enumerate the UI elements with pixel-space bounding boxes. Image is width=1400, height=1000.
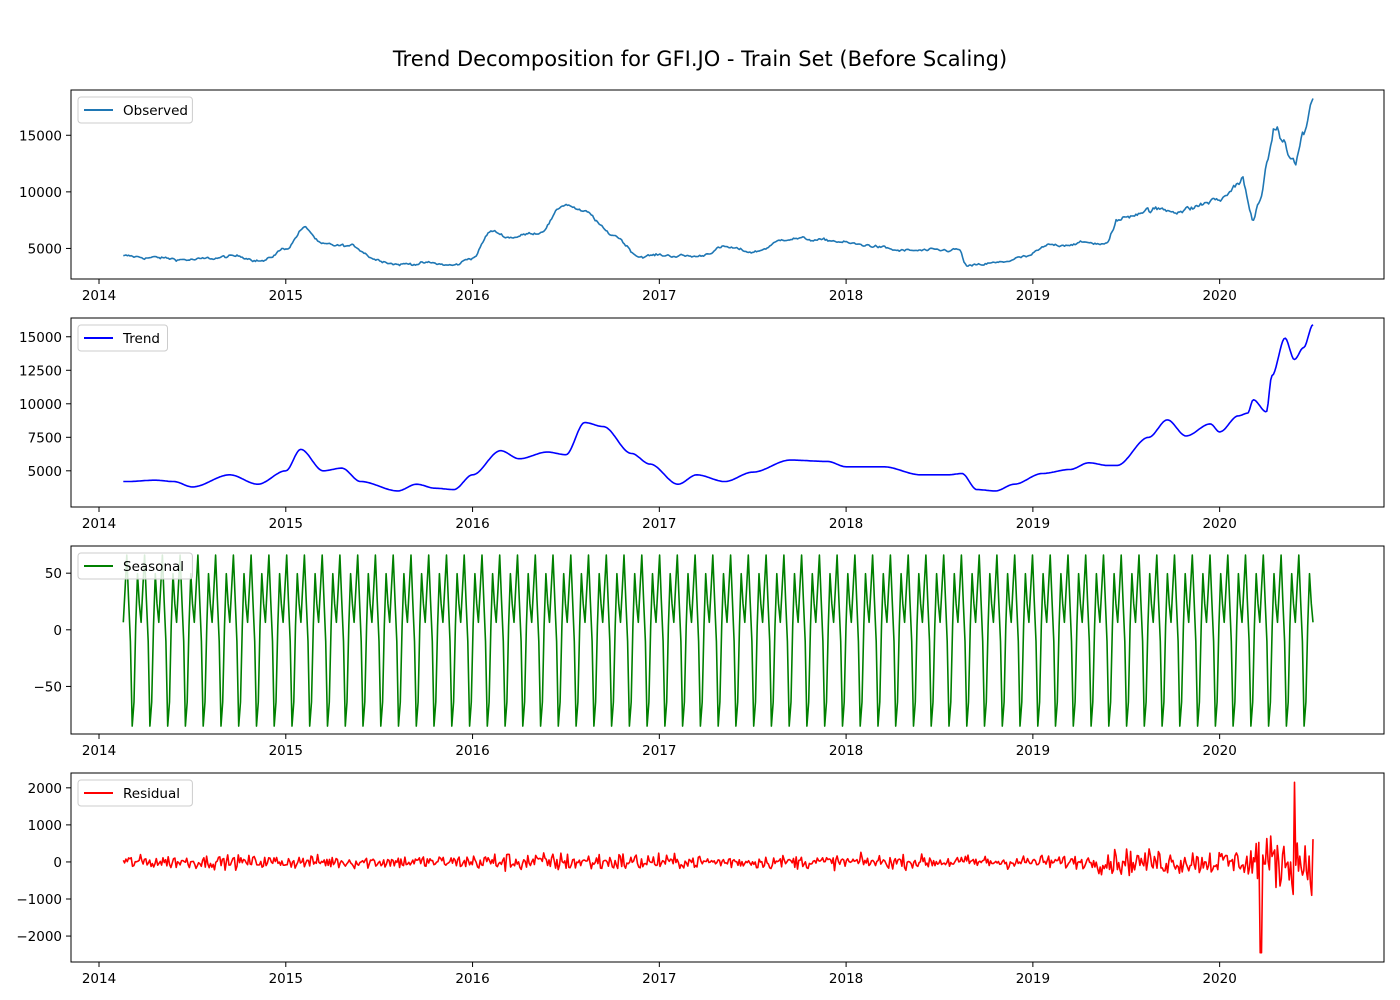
legend-box xyxy=(77,324,168,352)
figure-title: Trend Decomposition for GFI.JO - Train S… xyxy=(392,47,1007,71)
series-line-seasonal xyxy=(122,554,1314,727)
x-tick-label: 2014 xyxy=(82,288,116,304)
legend: Seasonal xyxy=(77,552,193,580)
y-tick-label: 1000 xyxy=(28,818,62,834)
y-tick-label: 0 xyxy=(53,623,62,639)
x-tick-label: 2014 xyxy=(82,971,116,987)
y-tick-label: 5000 xyxy=(28,464,62,480)
axes-frame xyxy=(70,545,1385,735)
y-tick-label: 50 xyxy=(45,566,62,582)
panel-observed: 2014 2015 2016 2017 2018 2019 2020 5000 10000 150… xyxy=(19,89,1385,304)
x-tick-label: 2019 xyxy=(1016,516,1050,532)
x-tick-label: 2018 xyxy=(829,288,863,304)
x-tick-label: 2018 xyxy=(829,516,863,532)
legend-label: Residual xyxy=(123,786,180,802)
x-tick-label: 2015 xyxy=(269,288,303,304)
legend-label: Observed xyxy=(123,103,188,119)
legend-box xyxy=(77,779,193,807)
series-line-residual xyxy=(122,781,1314,954)
axes-frame xyxy=(70,772,1385,963)
y-tick-label: 0 xyxy=(53,855,62,871)
x-tick-label: 2020 xyxy=(1202,971,1236,987)
x-tick-label: 2017 xyxy=(642,288,676,304)
x-tick-label: 2019 xyxy=(1016,743,1050,759)
legend: Trend xyxy=(77,324,168,352)
x-tick-label: 2020 xyxy=(1202,743,1236,759)
x-tick-label: 2017 xyxy=(642,516,676,532)
legend-label: Seasonal xyxy=(123,559,184,575)
x-tick-label: 2014 xyxy=(82,516,116,532)
y-tick-label: 2000 xyxy=(28,781,62,797)
x-tick-label: 2016 xyxy=(455,743,489,759)
y-tick-label: 10000 xyxy=(19,397,62,413)
y-tick-label: −1000 xyxy=(16,892,62,908)
x-tick-label: 2017 xyxy=(642,971,676,987)
x-tick-label: 2014 xyxy=(82,743,116,759)
x-tick-label: 2016 xyxy=(455,971,489,987)
y-tick-label: 10000 xyxy=(19,185,62,201)
x-tick-label: 2016 xyxy=(455,288,489,304)
x-tick-label: 2015 xyxy=(269,971,303,987)
y-tick-label: 15000 xyxy=(19,330,62,346)
y-tick-label: 12500 xyxy=(19,363,62,379)
panel-residual: 2014 2015 2016 2017 2018 2019 2020 2000 1000 0 −10… xyxy=(16,772,1385,987)
y-tick-label: 5000 xyxy=(28,241,62,257)
axes-frame xyxy=(70,317,1385,508)
x-tick-label: 2019 xyxy=(1016,971,1050,987)
legend: Observed xyxy=(77,96,193,124)
x-tick-label: 2020 xyxy=(1202,288,1236,304)
x-tick-label: 2018 xyxy=(829,971,863,987)
y-tick-label: −50 xyxy=(34,679,63,695)
y-tick-label: 15000 xyxy=(19,128,62,144)
x-tick-label: 2015 xyxy=(269,516,303,532)
series-line-trend xyxy=(123,324,1314,492)
x-tick-label: 2017 xyxy=(642,743,676,759)
x-tick-label: 2018 xyxy=(829,743,863,759)
legend-label: Trend xyxy=(122,331,160,347)
y-tick-label: 7500 xyxy=(28,430,62,446)
panels: 2014 2015 2016 2017 2018 2019 2020500010000150… xyxy=(16,89,1385,987)
axes-frame xyxy=(70,89,1385,280)
x-tick-label: 2015 xyxy=(269,743,303,759)
x-tick-label: 2019 xyxy=(1016,288,1050,304)
series-line-observed xyxy=(123,98,1314,267)
x-tick-label: 2020 xyxy=(1202,516,1236,532)
panel-trend: 2014 2015 2016 2017 2018 2019 2020 5000 7500 1000… xyxy=(19,317,1385,532)
legend-box xyxy=(77,552,193,580)
panel-seasonal: 2014 2015 2016 2017 2018 2019 2020 50 0 −50 Season… xyxy=(34,545,1385,759)
legend: Residual xyxy=(77,779,193,807)
legend-box xyxy=(77,96,193,124)
x-tick-label: 2016 xyxy=(455,516,489,532)
y-tick-label: −2000 xyxy=(16,929,62,945)
